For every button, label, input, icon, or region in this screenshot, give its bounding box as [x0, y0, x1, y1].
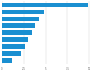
Bar [2, 23, 35, 28]
Bar [2, 51, 21, 56]
Bar [2, 37, 28, 42]
Bar [2, 10, 44, 14]
Bar [2, 44, 25, 49]
Bar [2, 58, 12, 63]
Bar [2, 30, 32, 35]
Bar [2, 3, 88, 7]
Bar [2, 17, 39, 21]
